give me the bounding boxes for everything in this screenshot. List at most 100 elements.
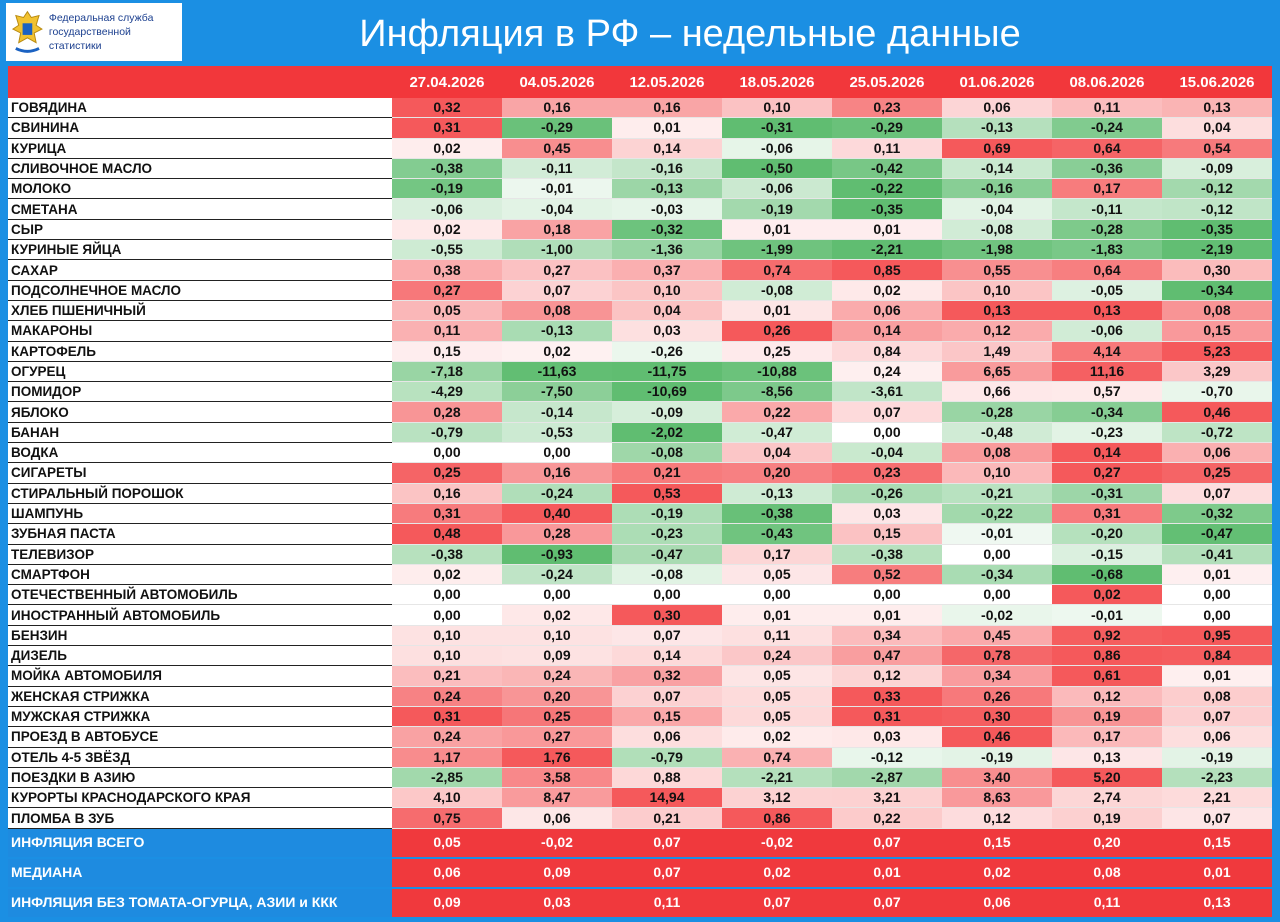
value-cell: -0,36 — [1052, 158, 1162, 180]
value-cell: -0,06 — [722, 138, 832, 159]
data-row: КАРТОФЕЛЬ 0,15 0,02 -0,26 0,25 0,84 1,49 4,14 5,… — [8, 341, 1272, 362]
data-row: БЕНЗИН 0,10 0,10 0,07 0,11 0,34 0,45 0,92 0,95 — [8, 625, 1272, 647]
value-cell: -0,26 — [612, 341, 722, 362]
value-cell: 0,00 — [832, 422, 942, 444]
value-cell: 0,05 — [722, 665, 832, 687]
value-cell: -0,08 — [942, 219, 1052, 241]
value-cell: 1,76 — [502, 747, 612, 768]
value-cell: 0,10 — [392, 625, 502, 647]
value-cell: 0,02 — [722, 726, 832, 748]
summary-value: 0,15 — [942, 828, 1052, 859]
value-cell: -0,12 — [1162, 198, 1272, 220]
value-cell: -0,72 — [1162, 422, 1272, 444]
value-cell: -0,29 — [832, 117, 942, 139]
value-cell: 0,25 — [722, 341, 832, 362]
value-cell: 0,06 — [942, 98, 1052, 119]
value-cell: 0,05 — [392, 300, 502, 322]
column-header: 12.05.2026 — [612, 66, 722, 98]
value-cell: 0,10 — [392, 645, 502, 667]
value-cell: 0,19 — [1052, 706, 1162, 728]
value-cell: -0,19 — [612, 503, 722, 525]
value-cell: 0,10 — [612, 280, 722, 301]
value-cell: 4,10 — [392, 787, 502, 809]
value-cell: 0,05 — [722, 706, 832, 728]
row-label: СЫР — [8, 219, 392, 241]
data-row: ДИЗЕЛЬ 0,10 0,09 0,14 0,24 0,47 0,78 0,86 0,84 — [8, 645, 1272, 667]
value-cell: 0,05 — [722, 564, 832, 586]
value-cell: -3,61 — [832, 381, 942, 403]
value-cell: -0,23 — [612, 523, 722, 545]
value-cell: -0,32 — [612, 219, 722, 241]
value-cell: 0,23 — [832, 98, 942, 119]
data-row: СМЕТАНА -0,06 -0,04 -0,03 -0,19 -0,35 -0,04 -0,… — [8, 198, 1272, 220]
summary-value: 0,13 — [1162, 887, 1272, 919]
value-cell: -0,34 — [1052, 401, 1162, 423]
header-row: 27.04.2026 04.05.2026 12.05.2026 18.05.2026… — [8, 66, 1272, 98]
data-row: ЖЕНСКАЯ СТРИЖКА 0,24 0,20 0,07 0,05 0,33 0,26 0… — [8, 686, 1272, 707]
header: Федеральная служба государственной стати… — [0, 0, 1280, 66]
value-cell: 0,14 — [832, 320, 942, 342]
row-label: ЯБЛОКО — [8, 401, 392, 423]
value-cell: 0,69 — [942, 138, 1052, 159]
value-cell: 11,16 — [1052, 361, 1162, 383]
value-cell: 0,01 — [722, 219, 832, 241]
value-cell: 8,47 — [502, 787, 612, 809]
value-cell: 0,07 — [502, 280, 612, 301]
value-cell: 0,00 — [392, 604, 502, 626]
value-cell: -0,29 — [502, 117, 612, 139]
value-cell: -0,11 — [502, 158, 612, 180]
value-cell: 0,33 — [832, 686, 942, 707]
value-cell: 0,01 — [722, 604, 832, 626]
value-cell: 3,40 — [942, 767, 1052, 789]
value-cell: 0,21 — [612, 462, 722, 484]
value-cell: -0,24 — [1052, 117, 1162, 139]
value-cell: 0,07 — [1162, 807, 1272, 829]
value-cell: 0,24 — [502, 665, 612, 687]
data-row: ОТЕЧЕСТВЕННЫЙ АВТОМОБИЛЬ 0,00 0,00 0,00 0,00… — [8, 584, 1272, 606]
value-cell: 0,31 — [392, 503, 502, 525]
data-row: СЫР 0,02 0,18 -0,32 0,01 0,01 -0,08 -0,28 -0,35 — [8, 219, 1272, 241]
value-cell: -0,34 — [1162, 280, 1272, 301]
value-cell: 0,02 — [502, 604, 612, 626]
value-cell: 3,29 — [1162, 361, 1272, 383]
value-cell: -0,13 — [612, 178, 722, 200]
value-cell: 0,21 — [392, 665, 502, 687]
value-cell: -7,18 — [392, 361, 502, 383]
summary-value: 0,03 — [502, 887, 612, 919]
value-cell: -0,02 — [942, 604, 1052, 626]
value-cell: 0,01 — [832, 219, 942, 241]
value-cell: -1,36 — [612, 239, 722, 261]
value-cell: 0,45 — [942, 625, 1052, 647]
value-cell: -0,41 — [1162, 544, 1272, 565]
value-cell: 0,04 — [612, 300, 722, 322]
value-cell: 0,07 — [1162, 706, 1272, 728]
value-cell: 0,00 — [392, 584, 502, 606]
value-cell: 0,28 — [502, 523, 612, 545]
inflation-table: 27.04.2026 04.05.2026 12.05.2026 18.05.2026… — [8, 66, 1272, 919]
value-cell: 0,86 — [1052, 645, 1162, 667]
value-cell: -0,04 — [832, 442, 942, 464]
value-cell: 0,00 — [832, 584, 942, 606]
value-cell: 0,57 — [1052, 381, 1162, 403]
summary-label: ИНФЛЯЦИЯ ВСЕГО — [8, 828, 392, 859]
row-label: ДИЗЕЛЬ — [8, 645, 392, 667]
value-cell: -2,02 — [612, 422, 722, 444]
summary-value: 0,09 — [502, 857, 612, 889]
value-cell: 6,65 — [942, 361, 1052, 383]
row-label: ОТЕЛЬ 4-5 ЗВЁЗД — [8, 747, 392, 768]
value-cell: 0,06 — [502, 807, 612, 829]
value-cell: 0,02 — [1052, 584, 1162, 606]
value-cell: -2,21 — [832, 239, 942, 261]
value-cell: 0,25 — [392, 462, 502, 484]
value-cell: 0,06 — [832, 300, 942, 322]
row-label: КУРОРТЫ КРАСНОДАРСКОГО КРАЯ — [8, 787, 392, 809]
value-cell: 0,64 — [1052, 259, 1162, 281]
row-label: ПОДСОЛНЕЧНОЕ МАСЛО — [8, 280, 392, 301]
value-cell: 0,17 — [1052, 726, 1162, 748]
value-cell: 0,00 — [1162, 604, 1272, 626]
value-cell: 0,74 — [722, 259, 832, 281]
row-label: ТЕЛЕВИЗОР — [8, 544, 392, 565]
value-cell: 0,40 — [502, 503, 612, 525]
summary-label: МЕДИАНА — [8, 857, 392, 889]
value-cell: -0,47 — [612, 544, 722, 565]
